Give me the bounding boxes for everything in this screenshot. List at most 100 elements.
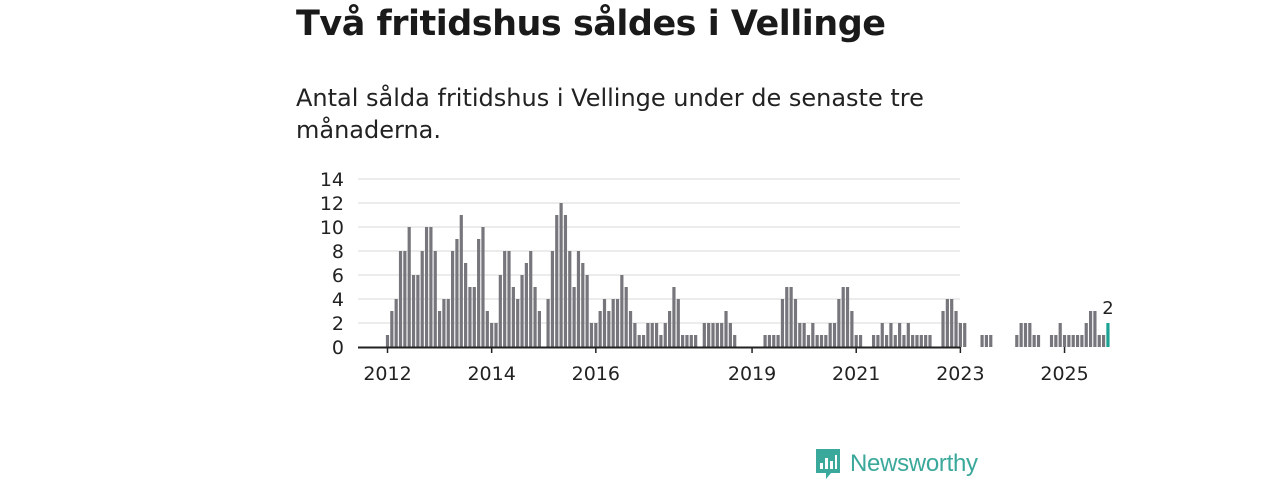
bar [893,335,897,347]
bar [615,299,620,347]
bar [1067,335,1071,347]
bar [1093,311,1097,347]
bar [637,335,641,347]
bar [546,299,550,347]
bar [442,299,446,347]
bar [481,227,485,347]
y-tick-label: 6 [332,265,344,287]
bar [819,335,824,347]
bar [581,263,585,347]
bar [733,335,737,347]
bar [950,299,954,347]
bar [1028,323,1032,347]
bar [841,287,845,347]
newsworthy-logo[interactable]: Newsworthy [814,446,978,482]
bar [663,323,667,347]
bar [576,251,581,347]
bar [1071,335,1075,347]
bar [1088,311,1093,347]
bar [524,263,528,347]
bar [451,251,455,347]
bar [793,299,798,347]
bar [876,335,880,347]
bar [880,323,884,347]
bar [537,311,541,347]
y-tick-label: 2 [332,313,344,335]
bar [672,287,676,347]
x-tick-label: 2023 [936,363,984,385]
bar [403,251,407,347]
bar [702,323,706,347]
bar [1080,335,1084,347]
bar [681,335,685,347]
bar [941,311,945,347]
bar [650,323,654,347]
bar [659,335,663,347]
x-tick-label: 2019 [728,363,776,385]
bar [533,287,537,347]
bar [398,251,403,347]
y-tick-label: 14 [320,169,344,191]
x-tick-label: 2012 [363,363,411,385]
bar [507,251,511,347]
bar [694,335,698,347]
bar [1023,323,1028,347]
bar [429,227,433,347]
bar [433,251,437,347]
bar-highlight [1106,323,1110,347]
bar [654,323,659,347]
y-tick-label: 12 [320,193,344,215]
bar [802,323,806,347]
bar [763,335,767,347]
bar [602,299,607,347]
bar [919,335,923,347]
bar [1084,323,1088,347]
bar [550,251,555,347]
bar [420,251,424,347]
bar [780,299,785,347]
bar [494,323,498,347]
bar [989,335,993,347]
bar [980,335,984,347]
chart-title: Två fritidshus såldes i Vellinge [296,4,886,44]
bar [1015,335,1019,347]
bar [628,311,633,347]
x-tick-label: 2016 [572,363,620,385]
newsworthy-logo-text: Newsworthy [850,450,978,477]
bar [767,335,772,347]
bar [798,323,802,347]
bar [411,275,416,347]
bar [1058,323,1062,347]
bar [472,287,476,347]
bar [954,311,958,347]
bar [633,323,637,347]
bar [477,239,481,347]
bar [785,287,789,347]
bar [1054,335,1058,347]
bar [724,311,728,347]
bar [772,335,776,347]
bar [711,323,715,347]
bar [668,311,672,347]
y-tick-label: 8 [332,241,344,263]
bar [845,287,850,347]
bar [459,215,463,347]
bar [624,287,628,347]
bar [858,335,863,347]
bar [424,227,429,347]
bar [516,299,520,347]
bar [1075,335,1080,347]
bar [889,323,893,347]
y-tick-label: 4 [332,289,344,311]
bar [585,275,589,347]
y-tick-label: 0 [332,337,344,359]
bar [437,311,442,347]
bar [455,239,459,347]
bar [498,275,502,347]
x-tick-label: 2021 [832,363,880,385]
bar [589,323,594,347]
bar [720,323,724,347]
bar [1102,335,1106,347]
bar [620,275,624,347]
bar [885,335,889,347]
